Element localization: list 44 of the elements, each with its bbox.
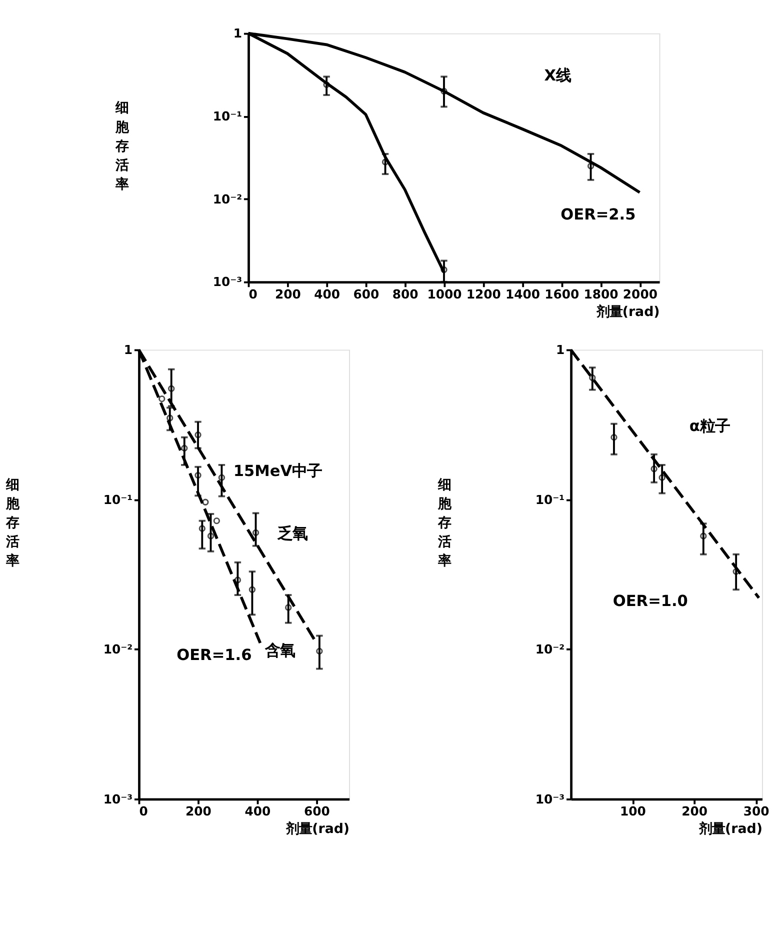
y-tick-label: 10⁻³ bbox=[535, 791, 565, 806]
x-tick-label: 200 bbox=[682, 804, 708, 819]
x-tick-label: 400 bbox=[314, 286, 340, 302]
y-tick-label: 10⁻² bbox=[103, 642, 133, 657]
x-tick-label: 200 bbox=[186, 804, 212, 819]
annotation: X线 bbox=[544, 66, 571, 84]
annotation: OER=1.0 bbox=[612, 592, 688, 610]
x-tick-label: 1800 bbox=[584, 286, 619, 302]
x-tick-label: 1400 bbox=[505, 286, 540, 302]
x-tick-label: 1600 bbox=[544, 286, 580, 302]
y-tick-label: 1 bbox=[556, 342, 565, 358]
x-tick-label: 1200 bbox=[466, 286, 502, 302]
annotation: 15MeV中子 bbox=[233, 462, 322, 480]
x-tick-label: 100 bbox=[620, 804, 646, 819]
y-axis-title: 细胞存活率 bbox=[114, 101, 130, 193]
y-tick-label: 10⁻¹ bbox=[212, 108, 242, 124]
annotation: OER=2.5 bbox=[560, 206, 636, 224]
y-tick-label: 10⁻³ bbox=[103, 791, 133, 806]
y-tick-label: 10⁻¹ bbox=[535, 492, 565, 507]
x-tick-label: 2000 bbox=[622, 286, 658, 302]
y-axis-title: 细胞存活率 bbox=[5, 478, 20, 570]
x-axis-title: 剂量(rad) bbox=[285, 820, 350, 837]
y-tick-label: 1 bbox=[233, 26, 242, 41]
x-axis-title: 剂量(rad) bbox=[698, 820, 762, 837]
annotation: 乏氧 bbox=[276, 524, 308, 543]
y-axis-title: 细胞存活率 bbox=[437, 478, 452, 570]
x-tick-label: 200 bbox=[274, 286, 302, 302]
y-tick-label: 10⁻³ bbox=[212, 274, 242, 290]
annotation: OER=1.6 bbox=[176, 646, 252, 664]
x-tick-label: 300 bbox=[743, 804, 770, 819]
y-tick-label: 1 bbox=[124, 342, 133, 358]
x-tick-label: 400 bbox=[244, 804, 272, 819]
x-tick-label: 0 bbox=[139, 804, 148, 819]
annotation: 含氧 bbox=[264, 641, 295, 660]
y-tick-label: 10⁻² bbox=[212, 191, 242, 206]
x-tick-label: 800 bbox=[392, 286, 419, 302]
x-tick-label: 600 bbox=[304, 804, 330, 819]
x-tick-label: 0 bbox=[248, 286, 258, 302]
x-axis-title: 剂量(rad) bbox=[595, 304, 660, 320]
x-tick-label: 1000 bbox=[427, 286, 462, 302]
y-tick-label: 10⁻¹ bbox=[103, 492, 133, 507]
x-tick-label: 600 bbox=[353, 286, 380, 302]
annotation: α粒子 bbox=[689, 416, 730, 435]
y-tick-label: 10⁻² bbox=[535, 642, 565, 657]
